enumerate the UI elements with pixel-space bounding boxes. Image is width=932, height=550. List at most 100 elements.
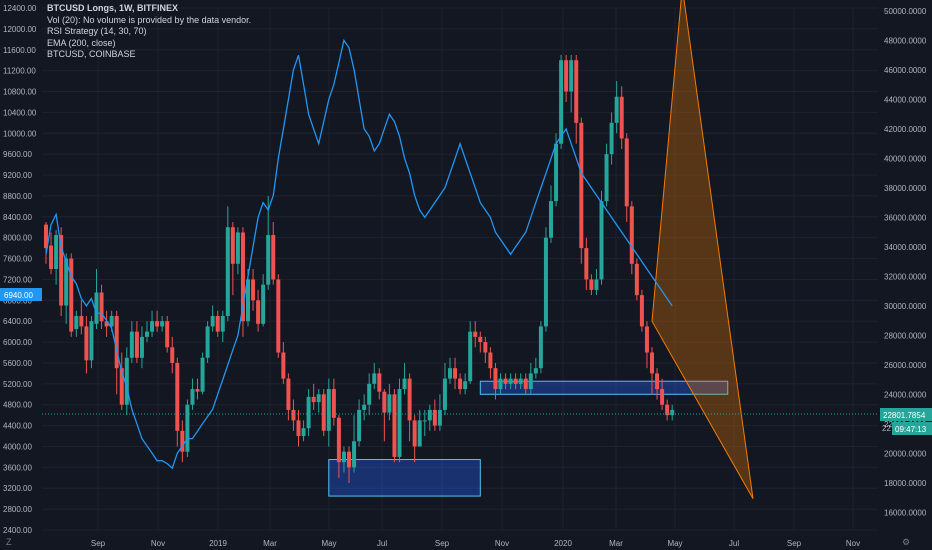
left-tick-label: 10000.00 [3, 129, 37, 138]
candle-body [129, 331, 134, 358]
countdown-tag: 09:47:13 [895, 425, 927, 434]
candle-body [478, 336, 483, 343]
candle-body [564, 60, 569, 92]
support-zones [328, 380, 729, 497]
chart-legend: BTCUSD Longs, 1W, BITFINEX Vol (20): No … [47, 3, 251, 61]
candle-body [145, 331, 149, 337]
legend-compare[interactable]: BTCUSD, COINBASE [47, 49, 136, 59]
candle-body [377, 373, 382, 392]
candle-body [397, 389, 402, 457]
left-tick-label: 9600.00 [3, 150, 32, 159]
candle-body [195, 389, 200, 392]
candle-body [528, 373, 533, 390]
right-tick-label: 18000.0000 [884, 479, 927, 488]
candle-body [417, 420, 422, 447]
candle-body [235, 232, 240, 264]
left-price-axis[interactable]: 12400.00 12000.00 11600.00 11200.00 10800.00… [3, 4, 37, 535]
countdown-tag-bg [892, 422, 932, 435]
candle-body [513, 378, 518, 384]
candle-body [215, 315, 220, 332]
candle-body [549, 201, 553, 238]
candle-body [220, 315, 225, 332]
candle-body [498, 378, 503, 390]
candle-body [69, 258, 74, 332]
legend-rsi[interactable]: RSI Strategy (14, 30, 70) [47, 26, 147, 36]
candle-body [59, 235, 64, 306]
candle-body [634, 263, 639, 296]
candle-body [619, 96, 624, 139]
right-price-tag-bg [880, 408, 932, 421]
candle-body [650, 352, 654, 374]
right-tick-label: 34000.0000 [884, 243, 927, 252]
candle-body [347, 451, 351, 468]
right-tick-label: 40000.0000 [884, 154, 927, 163]
candle-body [392, 394, 397, 457]
candle-body [124, 357, 129, 405]
left-tick-label: 10400.00 [3, 108, 37, 117]
candle-body [665, 404, 670, 416]
time-tick-label: May [667, 539, 682, 548]
candle-body [180, 430, 185, 452]
candle-body [569, 60, 574, 92]
candle-body [79, 315, 84, 327]
candle-body [281, 352, 286, 379]
left-price-tag: 6940.00 [4, 291, 33, 300]
time-tick-label: Mar [609, 539, 623, 548]
candle-body [644, 326, 649, 353]
support-zone-box [328, 459, 481, 497]
candle-body [190, 389, 195, 405]
candle-body [508, 378, 513, 384]
candle-body [165, 321, 170, 348]
candle-body [639, 295, 644, 327]
right-price-axis[interactable]: 50000.0000 48000.0000 46000.0000 44000.0000… [884, 7, 927, 517]
candle-body [574, 60, 579, 123]
candle-body [306, 396, 311, 429]
legend-volume[interactable]: Vol (20): No volume is provided by the d… [47, 14, 252, 25]
left-tick-label: 11200.00 [3, 67, 36, 76]
candle-body [614, 96, 619, 123]
candle-body [412, 420, 417, 447]
candle-body [74, 315, 79, 330]
candle-body [453, 368, 458, 379]
candle-body [341, 451, 346, 463]
right-tick-label: 48000.0000 [884, 36, 927, 45]
candle-body [109, 315, 114, 327]
grid-lines [42, 7, 878, 531]
candle-body [604, 154, 609, 202]
candle-body [599, 201, 604, 280]
candle-body [372, 373, 377, 384]
candle-body [559, 60, 564, 144]
left-tick-label: 11600.00 [3, 46, 36, 55]
candle-body [311, 396, 316, 403]
left-tick-label: 5600.00 [3, 359, 32, 368]
candle-body [518, 378, 523, 384]
left-tick-label: 8800.00 [3, 192, 32, 201]
candle-body [175, 362, 180, 431]
candle-body [94, 292, 99, 324]
time-tick-label: Sep [787, 539, 802, 548]
candle-body [655, 373, 660, 390]
candle-body [104, 321, 109, 327]
legend-symbol[interactable]: BTCUSD Longs, 1W, BITFINEX [47, 3, 179, 13]
time-tick-label: Jul [377, 539, 387, 548]
left-tick-label: 6400.00 [3, 317, 32, 326]
candle-body [119, 368, 124, 405]
candle-body [387, 394, 392, 413]
right-tick-label: 36000.0000 [884, 213, 927, 222]
left-price-tag-bg [0, 288, 42, 301]
candle-body [44, 224, 48, 249]
left-tick-label: 9200.00 [3, 171, 32, 180]
right-price-tag: 22801.7854 [883, 411, 926, 420]
right-tick-label: 44000.0000 [884, 95, 927, 104]
candle-body [276, 279, 281, 353]
candle-body [240, 232, 245, 322]
candle-body [407, 378, 412, 421]
right-tick-label: 32000.0000 [884, 272, 927, 281]
time-axis[interactable]: Sep Nov 2019 Mar May Jul Sep Nov 2020 Mar May Jul Se… [91, 539, 860, 548]
right-tick-label: 38000.0000 [884, 184, 927, 193]
right-tick-label: 42000.0000 [884, 125, 927, 134]
settings-icon[interactable]: ⚙ [902, 537, 910, 547]
legend-ema[interactable]: EMA (200, close) [47, 37, 116, 48]
right-tick-label: 16000.0000 [884, 508, 927, 517]
